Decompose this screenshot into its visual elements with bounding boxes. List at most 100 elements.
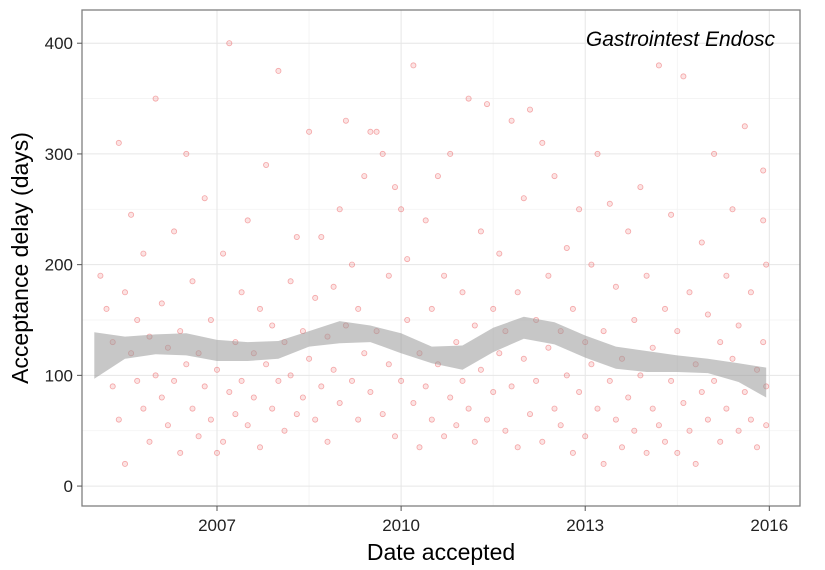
- data-point: [551, 405, 558, 412]
- data-point: [763, 422, 770, 429]
- data-point: [717, 339, 724, 346]
- data-point: [723, 405, 730, 412]
- data-point: [606, 377, 613, 384]
- data-point: [355, 305, 362, 312]
- data-point: [220, 438, 227, 445]
- data-point: [134, 316, 141, 323]
- data-point: [459, 289, 466, 296]
- data-point: [128, 211, 135, 218]
- data-point: [649, 344, 656, 351]
- data-point: [539, 438, 546, 445]
- data-point: [735, 322, 742, 329]
- data-point: [158, 394, 165, 401]
- data-point: [637, 184, 644, 191]
- data-point: [318, 233, 325, 240]
- data-point: [674, 328, 681, 335]
- data-point: [299, 394, 306, 401]
- data-point: [189, 278, 196, 285]
- data-point: [404, 316, 411, 323]
- data-point: [330, 366, 337, 373]
- data-point: [293, 411, 300, 418]
- data-point: [152, 372, 159, 379]
- data-point: [275, 377, 282, 384]
- data-point: [428, 305, 435, 312]
- data-point: [348, 261, 355, 268]
- data-point: [704, 416, 711, 423]
- smooth-confidence-band: [94, 316, 767, 398]
- data-point: [391, 433, 398, 440]
- data-point: [763, 261, 770, 268]
- data-point: [465, 405, 472, 412]
- data-point: [588, 261, 595, 268]
- data-point: [729, 206, 736, 213]
- data-point: [226, 40, 233, 47]
- data-point: [348, 377, 355, 384]
- data-point: [447, 394, 454, 401]
- data-point: [606, 200, 613, 207]
- data-point: [428, 416, 435, 423]
- x-tick-label: 2013: [566, 516, 604, 535]
- y-tick-label: 100: [45, 366, 73, 385]
- data-point: [140, 405, 147, 412]
- data-point: [269, 322, 276, 329]
- x-axis: 2007 2010 2013 2016: [198, 506, 788, 535]
- journal-annotation: Gastrointest Endosc: [586, 28, 776, 51]
- data-point: [600, 328, 607, 335]
- data-point: [471, 322, 478, 329]
- data-point: [103, 305, 110, 312]
- data-point: [625, 394, 632, 401]
- data-point: [441, 433, 448, 440]
- plot-border: [81, 9, 801, 507]
- data-point: [312, 416, 319, 423]
- data-point: [422, 383, 429, 390]
- data-point: [520, 355, 527, 362]
- data-point: [704, 311, 711, 318]
- data-point: [600, 460, 607, 467]
- data-point: [385, 272, 392, 279]
- data-point: [330, 283, 337, 290]
- data-point: [453, 339, 460, 346]
- data-point: [655, 422, 662, 429]
- data-point: [97, 272, 104, 279]
- data-point: [662, 438, 669, 445]
- data-point: [213, 449, 220, 456]
- data-point: [306, 355, 313, 362]
- data-point: [391, 184, 398, 191]
- data-point: [183, 361, 190, 368]
- data-point: [195, 433, 202, 440]
- data-point: [514, 444, 521, 451]
- data-point: [668, 377, 675, 384]
- data-point: [256, 305, 263, 312]
- data-point: [662, 305, 669, 312]
- data-point: [459, 377, 466, 384]
- data-point: [447, 150, 454, 157]
- y-axis-title: Acceptance delay (days): [7, 132, 33, 384]
- data-point: [373, 128, 380, 135]
- data-point: [569, 449, 576, 456]
- data-point: [220, 250, 227, 257]
- data-point: [244, 217, 251, 224]
- x-tick-label: 2010: [382, 516, 420, 535]
- y-tick-label: 400: [45, 34, 73, 53]
- data-point: [619, 444, 626, 451]
- data-point: [514, 289, 521, 296]
- x-tick-label: 2016: [750, 516, 788, 535]
- data-point: [201, 383, 208, 390]
- grid-minor: [82, 10, 800, 506]
- data-point: [735, 427, 742, 434]
- y-tick-label: 0: [64, 477, 73, 496]
- data-point: [545, 344, 552, 351]
- data-point: [281, 427, 288, 434]
- data-point: [109, 383, 116, 390]
- grid-major: [82, 10, 800, 506]
- data-point: [563, 244, 570, 251]
- data-point: [398, 377, 405, 384]
- data-point: [477, 228, 484, 235]
- data-point: [496, 350, 503, 357]
- data-point: [342, 117, 349, 124]
- data-point: [760, 167, 767, 174]
- data-point: [441, 272, 448, 279]
- data-point: [226, 388, 233, 395]
- data-point: [416, 444, 423, 451]
- data-point: [213, 366, 220, 373]
